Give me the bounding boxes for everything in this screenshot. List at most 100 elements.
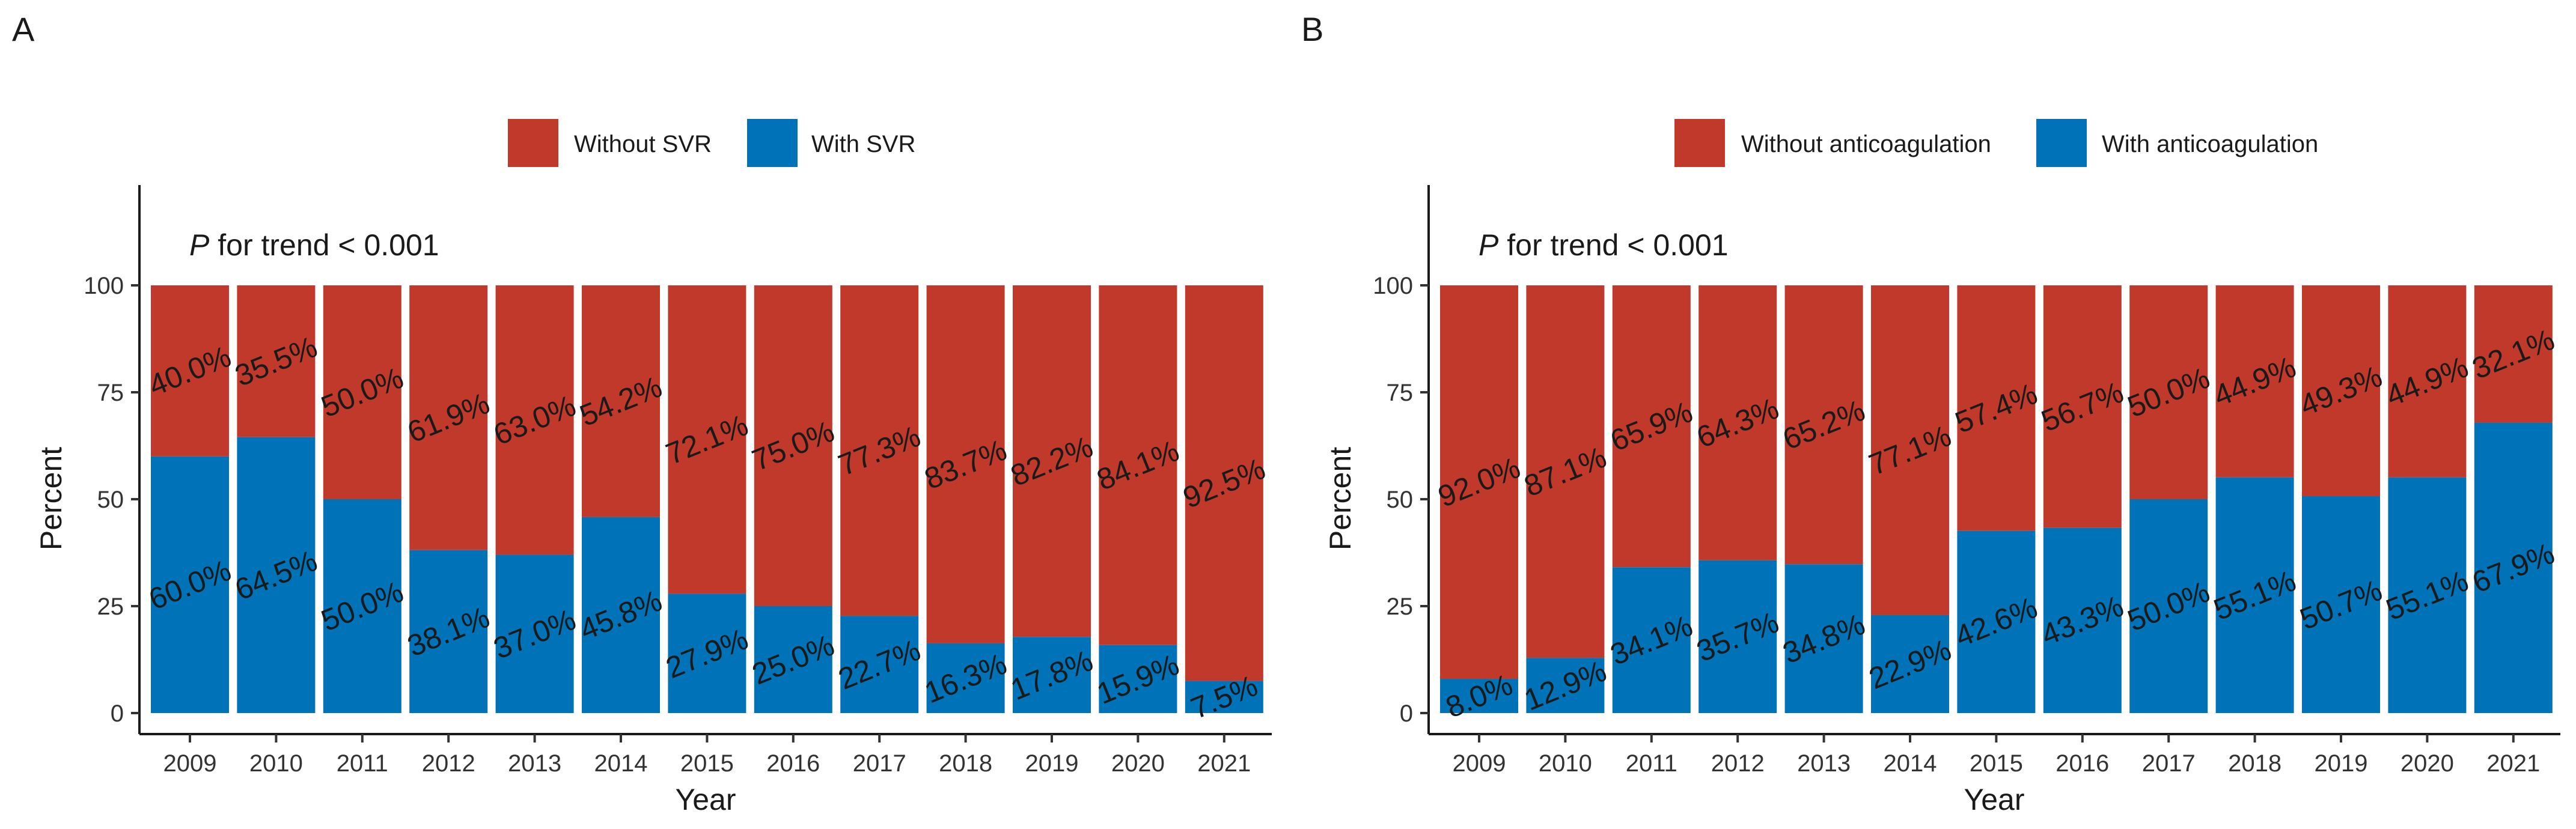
- p-symbol: P: [1479, 228, 1499, 262]
- bar-segment-with: [2043, 527, 2122, 713]
- bar-segment-without: [1440, 285, 1518, 679]
- bar-segment-without: [409, 285, 488, 550]
- y-tick-label: 0: [111, 700, 124, 727]
- x-tick-label: 2013: [1797, 750, 1851, 777]
- bar-segment-without: [2043, 285, 2122, 528]
- legend-swatch-without: [1674, 119, 1725, 167]
- x-axis-title: Year: [1964, 783, 2024, 816]
- legend-label-without: Without SVR: [574, 131, 712, 157]
- x-tick-label: 2020: [2401, 750, 2454, 777]
- legend-label-without: Without anticoagulation: [1741, 131, 1991, 157]
- legend: Without anticoagulation With anticoagula…: [1674, 119, 2318, 167]
- x-tick-label: 2015: [1970, 750, 2023, 777]
- x-tick-label: 2018: [939, 750, 992, 777]
- bar-segment-with: [1612, 567, 1691, 713]
- bar-segment-without: [2474, 285, 2553, 423]
- bar-segment-with: [1185, 681, 1263, 713]
- x-tick-label: 2009: [1453, 750, 1506, 777]
- bar-segment-with: [754, 606, 832, 713]
- bar-segment-without: [1871, 285, 1949, 615]
- x-tick-label: 2012: [1711, 750, 1765, 777]
- x-tick-label: 2015: [680, 750, 734, 777]
- bar-segment-without: [151, 285, 229, 457]
- bar-segment-with: [495, 554, 574, 713]
- bar-segment-without: [1784, 285, 1863, 565]
- bar-segment-without: [1185, 285, 1263, 681]
- bar-segment-with: [151, 456, 229, 713]
- x-axis-ticks: 2009 2010 2011 2012 2013 2014 2015 2016 2017 2018…: [1453, 734, 2540, 777]
- y-tick-label: 0: [1400, 700, 1413, 727]
- x-tick-label: 2016: [2056, 750, 2109, 777]
- y-tick-label: 75: [1387, 380, 1414, 406]
- x-tick-label: 2019: [1025, 750, 1079, 777]
- legend: Without SVR With SVR: [508, 119, 915, 167]
- x-tick-label: 2017: [2142, 750, 2196, 777]
- panel-letter: B: [1301, 10, 1323, 48]
- panel-letter: A: [12, 10, 35, 48]
- bar-segment-without: [1957, 285, 2036, 531]
- x-tick-label: 2020: [1111, 750, 1165, 777]
- legend-swatch-without: [508, 119, 558, 167]
- x-tick-label: 2019: [2315, 750, 2368, 777]
- bar-segment-with: [1699, 560, 1777, 713]
- bar-segment-without: [2388, 285, 2467, 478]
- bar-segment-without: [668, 285, 746, 594]
- bar-segment-with: [926, 643, 1005, 713]
- y-axis-title: Percent: [34, 447, 68, 550]
- x-tick-label: 2017: [853, 750, 906, 777]
- bar-segment-without: [926, 285, 1005, 643]
- y-tick-label: 100: [1373, 273, 1413, 299]
- bar-segment-without: [582, 285, 660, 517]
- bar-segment-without: [1526, 285, 1605, 658]
- bar-segment-with: [1871, 615, 1949, 713]
- bar-segment-with: [2474, 422, 2553, 713]
- x-tick-label: 2009: [163, 750, 217, 777]
- x-tick-label: 2011: [337, 750, 388, 777]
- x-tick-label: 2011: [1626, 750, 1677, 777]
- x-tick-label: 2012: [422, 750, 475, 777]
- x-axis-title: Year: [675, 783, 736, 816]
- x-tick-label: 2010: [249, 750, 303, 777]
- bar-segment-without: [1699, 285, 1777, 560]
- bar-segment-without: [1612, 285, 1691, 568]
- bar-segment-without: [2302, 285, 2380, 497]
- bar-segment-with: [237, 437, 316, 713]
- legend-label-with: With SVR: [811, 131, 915, 157]
- legend-label-with: With anticoagulation: [2102, 131, 2318, 157]
- bar-segment-with: [1784, 564, 1863, 713]
- bar-segment-with: [323, 499, 401, 713]
- bar-segment-with: [840, 616, 919, 713]
- trend-annotation: P for trend < 0.001: [189, 228, 439, 262]
- legend-swatch-with: [747, 119, 798, 167]
- bar-segment-without: [2129, 285, 2208, 499]
- panel-b: B Without anticoagulation With anticoagu…: [1301, 10, 2560, 816]
- bar-segment-with: [2215, 477, 2294, 713]
- bar-segment-with: [2129, 499, 2208, 713]
- y-tick-label: 50: [97, 487, 124, 513]
- x-tick-label: 2021: [2486, 750, 2540, 777]
- bar-segment-without: [840, 285, 919, 616]
- bars: 92.0%8.0%87.1%12.9%65.9%34.1%64.3%35.7%6…: [1433, 285, 2559, 724]
- bar-segment-without: [1099, 285, 1177, 645]
- bar-segment-without: [754, 285, 832, 606]
- bar-segment-without: [237, 285, 316, 437]
- panel-a: A Without SVR With SVR P for trend < 0.0…: [12, 10, 1272, 816]
- x-tick-label: 2021: [1197, 750, 1251, 777]
- x-tick-label: 2010: [1539, 750, 1592, 777]
- y-tick-label: 50: [1387, 487, 1414, 513]
- y-tick-label: 25: [1387, 594, 1414, 620]
- y-tick-label: 75: [97, 380, 124, 406]
- bar-segment-with: [582, 517, 660, 713]
- bar-segment-with: [668, 594, 746, 713]
- bar-segment-without: [1013, 285, 1091, 637]
- trend-text: for trend < 0.001: [209, 228, 439, 262]
- x-tick-label: 2013: [508, 750, 561, 777]
- trend-annotation: P for trend < 0.001: [1479, 228, 1729, 262]
- x-tick-label: 2018: [2228, 750, 2281, 777]
- y-axis-ticks: 0 25 50 75 100: [84, 273, 139, 727]
- bar-segment-with: [1957, 530, 2036, 713]
- bar-segment-with: [1440, 679, 1518, 713]
- p-symbol: P: [189, 228, 210, 262]
- bar-segment-with: [2302, 496, 2380, 713]
